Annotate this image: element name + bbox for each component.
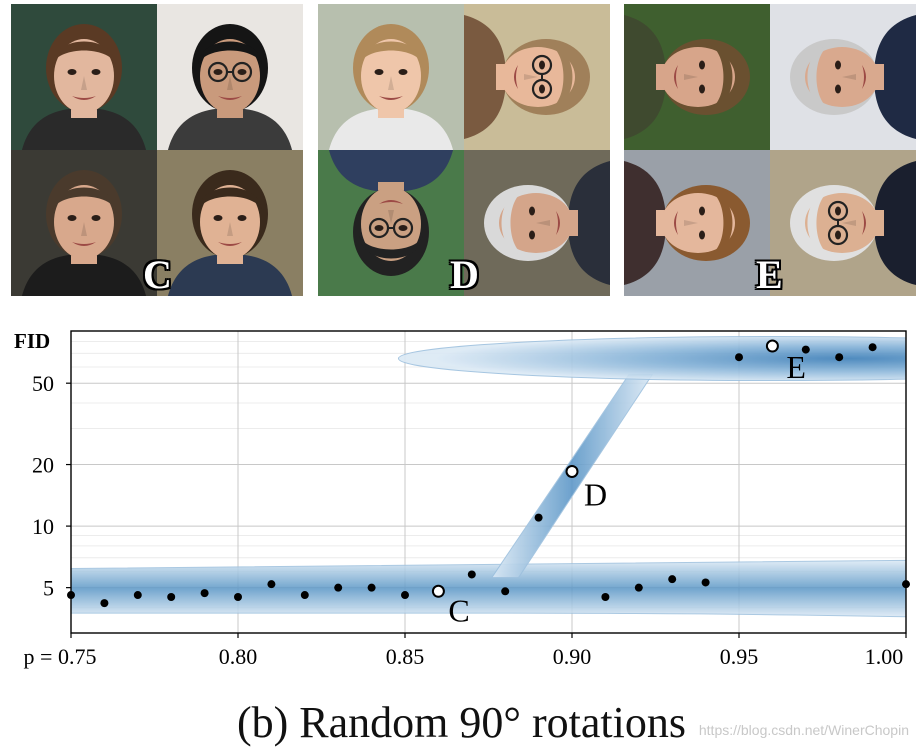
data-point xyxy=(701,578,710,587)
data-point xyxy=(300,591,309,600)
annotation-labels: C D E xyxy=(448,349,806,628)
highlighted-point xyxy=(565,464,579,478)
data-point xyxy=(234,592,242,601)
density-band-high xyxy=(398,336,906,382)
y-tick-label: 50 xyxy=(32,371,54,396)
example-grid-d: D xyxy=(318,4,610,296)
data-point xyxy=(467,570,476,579)
data-point xyxy=(902,580,910,589)
data-point xyxy=(835,353,844,362)
data-point xyxy=(200,589,209,598)
y-axis-label: FID xyxy=(14,329,50,353)
x-tick-label: 0.80 xyxy=(219,644,258,669)
x-tick-label: 0.85 xyxy=(386,644,425,669)
data-point xyxy=(401,591,409,600)
face-image xyxy=(624,4,770,150)
face-image xyxy=(11,150,157,296)
face-image xyxy=(318,4,464,150)
y-tick-label: 5 xyxy=(43,576,54,601)
face-image xyxy=(11,4,157,150)
example-grid-c: C xyxy=(11,4,303,296)
panel-letter: C xyxy=(143,252,172,297)
data-point xyxy=(133,591,142,600)
data-point xyxy=(167,592,176,601)
highlighted-point xyxy=(765,339,779,353)
face-image xyxy=(770,4,916,150)
data-point xyxy=(801,345,810,354)
point-label: D xyxy=(584,476,607,512)
face-image xyxy=(157,4,303,150)
x-tick-label: 0.90 xyxy=(553,644,592,669)
y-tick-label: 10 xyxy=(32,514,54,539)
watermark: https://blog.csdn.net/WinerChopin xyxy=(698,722,909,738)
data-point xyxy=(334,583,343,592)
data-point xyxy=(267,580,276,589)
example-grid-e: E xyxy=(624,4,916,296)
data-point xyxy=(100,599,109,608)
data-point xyxy=(534,513,543,522)
face-image xyxy=(464,4,610,150)
x-tick-label: p = 0.75 xyxy=(24,644,97,669)
x-tick-label: 0.95 xyxy=(720,644,759,669)
face-image xyxy=(624,150,770,296)
point-label: C xyxy=(448,592,469,628)
point-label: E xyxy=(786,349,806,385)
panel-letter: E xyxy=(756,252,783,297)
data-point xyxy=(668,575,677,584)
face-image xyxy=(157,150,303,296)
density-regions xyxy=(71,336,906,618)
data-point xyxy=(367,583,376,592)
face-image xyxy=(464,150,610,296)
axis-ticks: p = 0.75 0.80 0.85 0.90 0.95 1.00 5 10 20 50 xyxy=(24,371,907,669)
data-points xyxy=(67,339,910,608)
data-point xyxy=(735,353,743,362)
data-point xyxy=(634,583,643,592)
face-image xyxy=(318,150,464,296)
plot-frame xyxy=(70,330,907,634)
panel-letter: D xyxy=(450,252,479,297)
data-point xyxy=(601,592,610,601)
data-point xyxy=(501,587,510,596)
highlighted-point xyxy=(431,584,445,598)
figure-caption: (b) Random 90° rotations xyxy=(237,698,686,747)
data-point xyxy=(67,591,75,600)
y-tick-label: 20 xyxy=(32,453,54,478)
density-band-low xyxy=(71,559,906,618)
data-point xyxy=(868,343,877,352)
x-tick-label: 1.00 xyxy=(865,644,904,669)
face-image xyxy=(770,150,916,296)
